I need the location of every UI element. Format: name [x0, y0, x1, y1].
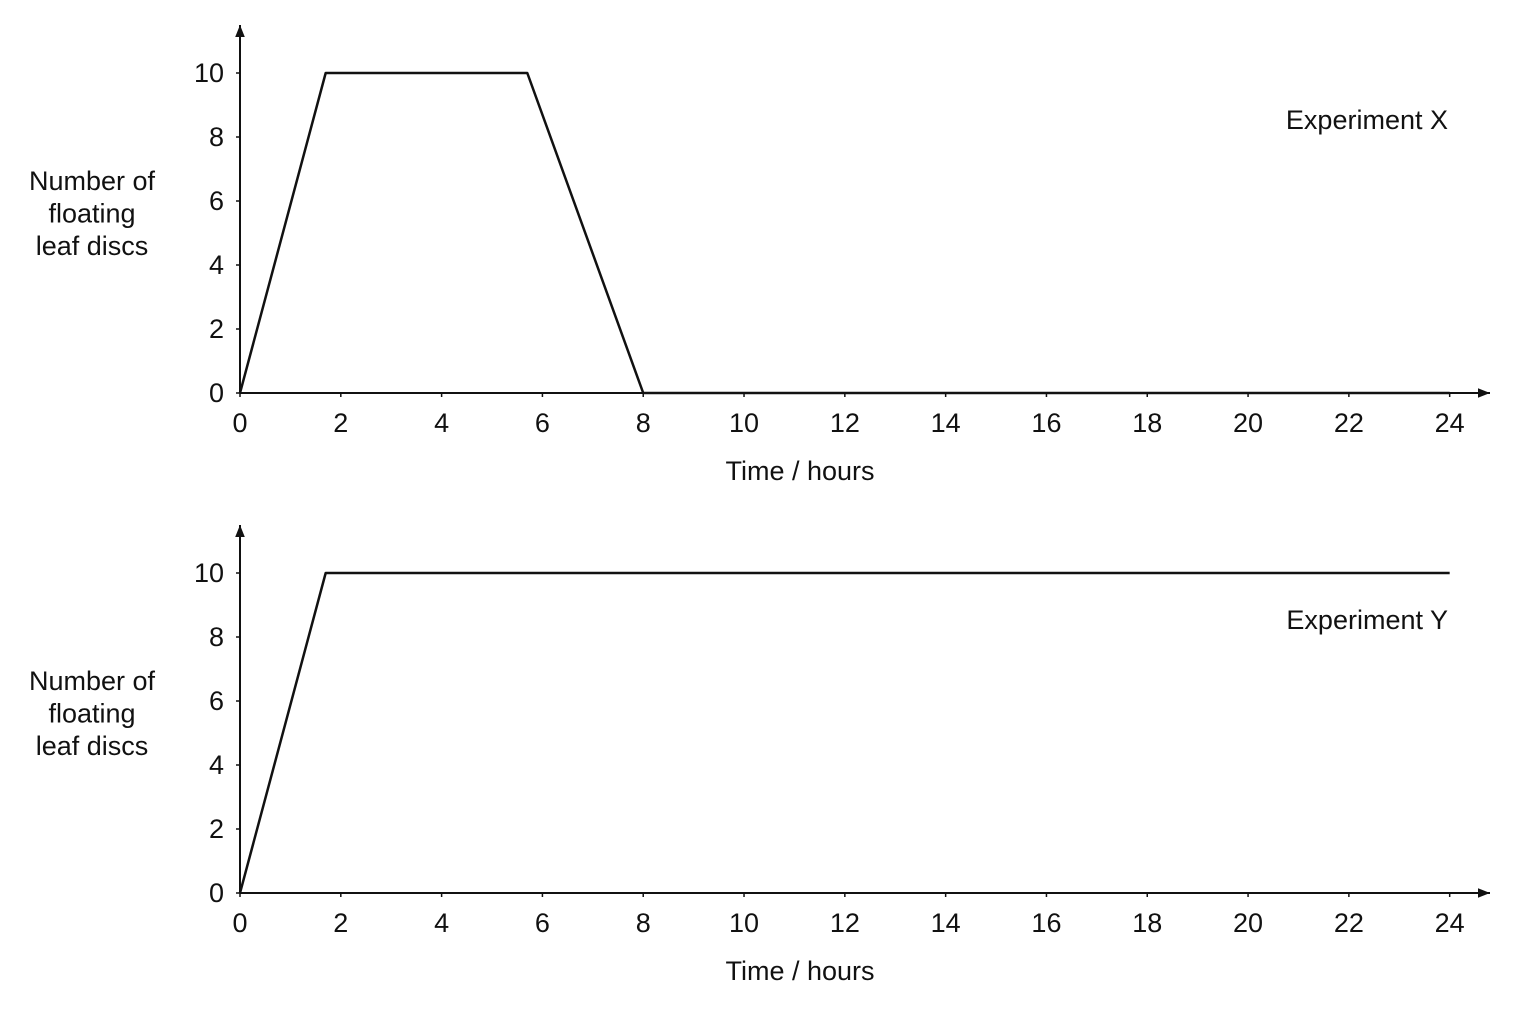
y-tick-label: 8 [209, 122, 224, 152]
y-tick-label: 2 [209, 814, 224, 844]
y-tick-label: 4 [209, 250, 224, 280]
x-tick-label: 4 [434, 908, 449, 938]
x-tick-label: 18 [1132, 908, 1162, 938]
y-tick-label: 6 [209, 186, 224, 216]
x-tick-label: 20 [1233, 408, 1263, 438]
x-tick-label: 12 [830, 908, 860, 938]
y-axis-label: floating [48, 699, 135, 729]
data-line [238, 571, 1450, 894]
x-tick-label: 6 [535, 908, 550, 938]
x-tick-label: 10 [729, 908, 759, 938]
x-tick-label: 16 [1031, 408, 1061, 438]
x-tick-label: 0 [232, 408, 247, 438]
y-tick-label: 10 [194, 58, 224, 88]
y-tick-label: 2 [209, 314, 224, 344]
y-axis-label: leaf discs [36, 231, 149, 261]
y-axis-label: leaf discs [36, 731, 149, 761]
x-tick-label: 8 [636, 908, 651, 938]
x-tick-label: 2 [333, 908, 348, 938]
x-tick-label: 14 [931, 908, 961, 938]
x-tick-label: 24 [1435, 408, 1465, 438]
y-tick-label: 8 [209, 622, 224, 652]
x-tick-label: 12 [830, 408, 860, 438]
y-axis-label: Number of [29, 166, 156, 196]
x-tick-label: 20 [1233, 908, 1263, 938]
annotation: Experiment Y [1286, 605, 1448, 635]
data-line [238, 71, 1450, 395]
x-tick-label: 22 [1334, 908, 1364, 938]
annotation: Experiment X [1286, 105, 1448, 135]
y-tick-label: 0 [209, 878, 224, 908]
x-tick-label: 16 [1031, 908, 1061, 938]
x-tick-label: 6 [535, 408, 550, 438]
x-axis-label: Time / hours [725, 956, 874, 986]
y-axis-label: floating [48, 199, 135, 229]
y-tick-label: 6 [209, 686, 224, 716]
x-axis-label: Time / hours [725, 456, 874, 486]
x-tick-label: 24 [1435, 908, 1465, 938]
x-tick-label: 4 [434, 408, 449, 438]
x-tick-label: 18 [1132, 408, 1162, 438]
x-tick-label: 0 [232, 908, 247, 938]
x-tick-label: 14 [931, 408, 961, 438]
y-tick-label: 10 [194, 558, 224, 588]
y-tick-label: 0 [209, 378, 224, 408]
y-tick-label: 4 [209, 750, 224, 780]
x-tick-label: 10 [729, 408, 759, 438]
x-tick-label: 8 [636, 408, 651, 438]
x-tick-label: 2 [333, 408, 348, 438]
x-tick-label: 22 [1334, 408, 1364, 438]
y-axis-label: Number of [29, 666, 156, 696]
